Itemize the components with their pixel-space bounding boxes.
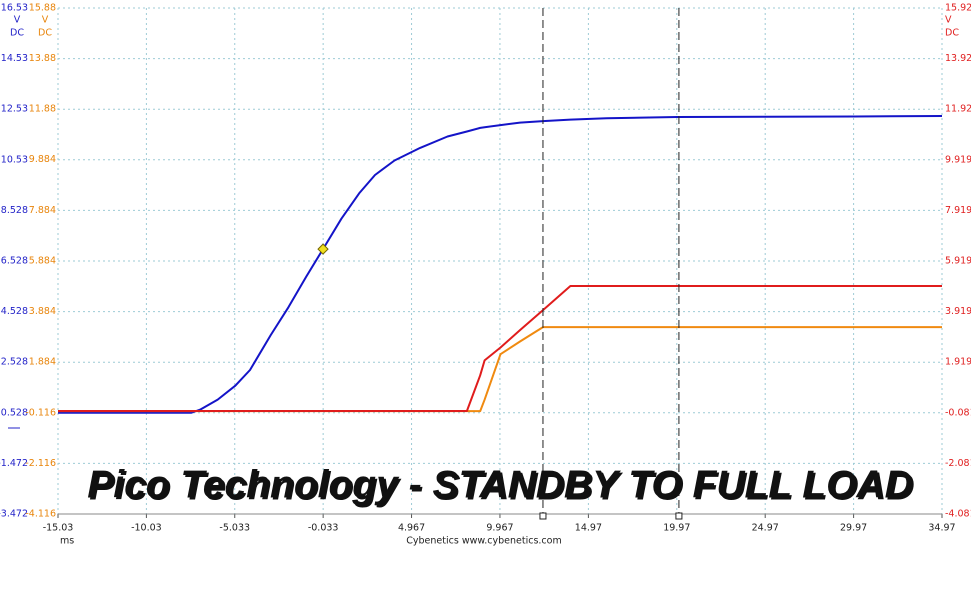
cursor-handle bbox=[539, 512, 547, 520]
y-tick-label: -2.116 bbox=[25, 458, 56, 469]
y-tick-label: -4.081 bbox=[945, 509, 971, 520]
y-unit: V bbox=[42, 15, 49, 26]
trigger-marker bbox=[317, 243, 329, 255]
y-tick-label: 5.884 bbox=[29, 255, 56, 266]
y-tick-label: 1.884 bbox=[29, 357, 56, 368]
x-tick-label: -0.033 bbox=[308, 523, 339, 534]
y-unit: V bbox=[945, 15, 952, 26]
y-coupling: DC bbox=[945, 28, 959, 39]
chart-title: Pico Technology - STANDBY TO FULL LOAD bbox=[87, 463, 913, 506]
x-tick-label: 9.967 bbox=[486, 523, 513, 534]
footer: Cybenetics www.cybenetics.com bbox=[406, 536, 561, 547]
y-tick-label: 13.88 bbox=[29, 53, 56, 64]
x-tick-label: 14.97 bbox=[575, 523, 602, 534]
chart-title: Pico Technology - STANDBY TO FULL LOAD bbox=[89, 465, 915, 508]
y-tick-label: 10.53 bbox=[1, 154, 28, 165]
y-tick-label: 3.884 bbox=[29, 306, 56, 317]
y-tick-label: 7.884 bbox=[29, 205, 56, 216]
y-tick-label: -0.116 bbox=[25, 407, 56, 418]
y-coupling: DC bbox=[38, 28, 52, 39]
x-tick-label: -5.033 bbox=[219, 523, 250, 534]
y-tick-label: 16.53 bbox=[1, 3, 28, 14]
y-tick-label: 11.88 bbox=[29, 104, 56, 115]
y-tick-label: -4.116 bbox=[25, 509, 56, 520]
x-tick-label: -15.03 bbox=[43, 523, 74, 534]
y-tick-label: 3.919 bbox=[945, 306, 971, 317]
y-tick-label: -0.081 bbox=[945, 407, 971, 418]
y-coupling: DC bbox=[10, 28, 24, 39]
y-tick-label: 0.528 bbox=[1, 407, 28, 418]
x-tick-label: 34.97 bbox=[928, 523, 955, 534]
x-tick-label: 19.97 bbox=[663, 523, 690, 534]
y-tick-label: 4.528 bbox=[1, 306, 28, 317]
y-tick-label: 6.528 bbox=[1, 256, 28, 267]
y-tick-label: 15.92 bbox=[945, 3, 971, 14]
series-line bbox=[58, 115, 943, 414]
y-tick-label: 5.919 bbox=[945, 256, 971, 267]
series-line bbox=[58, 285, 942, 412]
y-tick-label: 8.528 bbox=[1, 205, 28, 216]
y-tick-label: 13.92 bbox=[945, 53, 971, 64]
y-tick-label: 1.919 bbox=[945, 357, 971, 368]
y-tick-label: -2.081 bbox=[945, 458, 971, 469]
y-unit: V bbox=[14, 15, 21, 26]
y-tick-label: 2.528 bbox=[1, 357, 28, 368]
y-tick-label: 14.53 bbox=[1, 53, 28, 64]
y-tick-label: 12.53 bbox=[1, 104, 28, 115]
y-tick-label: -1.472 bbox=[0, 458, 28, 469]
x-unit: ms bbox=[60, 536, 74, 547]
y-tick-label: 11.92 bbox=[945, 104, 971, 115]
y-tick-label: 7.919 bbox=[945, 205, 971, 216]
x-tick-label: 29.97 bbox=[840, 523, 867, 534]
y-tick-label: 9.884 bbox=[29, 154, 56, 165]
x-tick-label: 24.97 bbox=[752, 523, 779, 534]
y-tick-label: 9.919 bbox=[945, 154, 971, 165]
y-tick-label: -3.472 bbox=[0, 509, 28, 520]
x-tick-label: -10.03 bbox=[131, 523, 162, 534]
x-tick-label: 4.967 bbox=[398, 523, 425, 534]
y-tick-label: 15.88 bbox=[29, 3, 56, 14]
cursor-handle bbox=[675, 512, 683, 520]
